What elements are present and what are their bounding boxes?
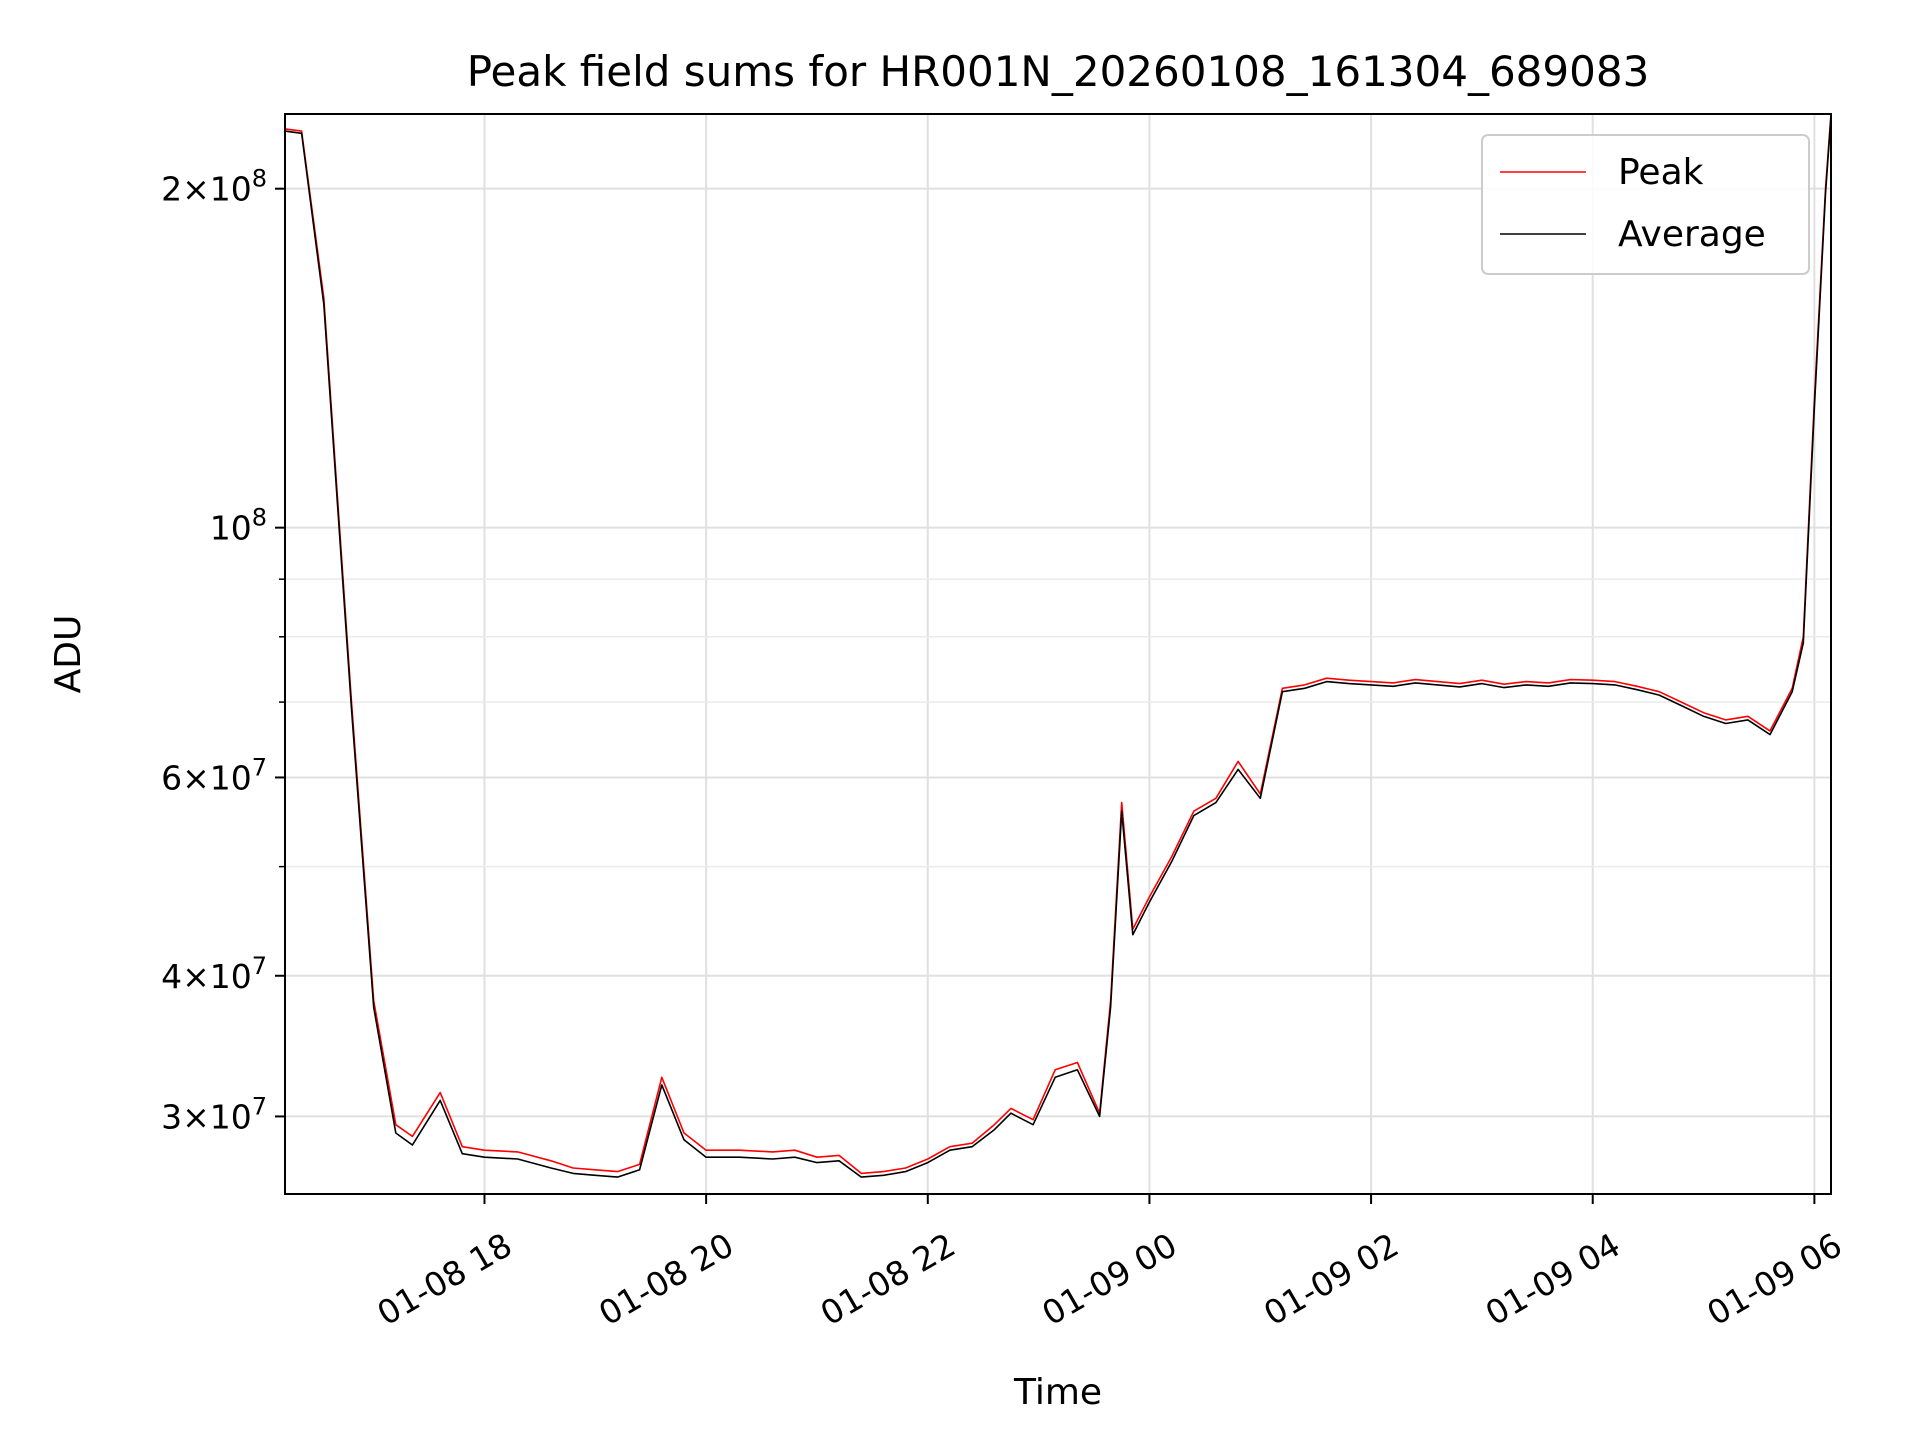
y-axis-label: ADU [48,615,89,694]
series-line-average [284,116,1832,1178]
y-tick-label: 2×108 [161,165,267,209]
grid [285,114,1831,1194]
legend-box [1481,134,1810,275]
y-tick-label: 3×107 [161,1092,267,1136]
y-tick-label: 4×107 [161,952,267,996]
chart-title: Peak field sums for HR001N_20260108_1613… [467,47,1650,96]
x-axis-label: Time [1013,1372,1102,1413]
y-tick-label: 6×107 [161,753,267,797]
legend-peak-label: Peak [1618,152,1704,193]
legend: Peak Average [1481,134,1810,275]
legend-average-label: Average [1618,214,1766,255]
plot-frame [284,113,1832,1195]
series-layer [284,113,1832,1178]
y-tick-label: 108 [210,504,267,548]
